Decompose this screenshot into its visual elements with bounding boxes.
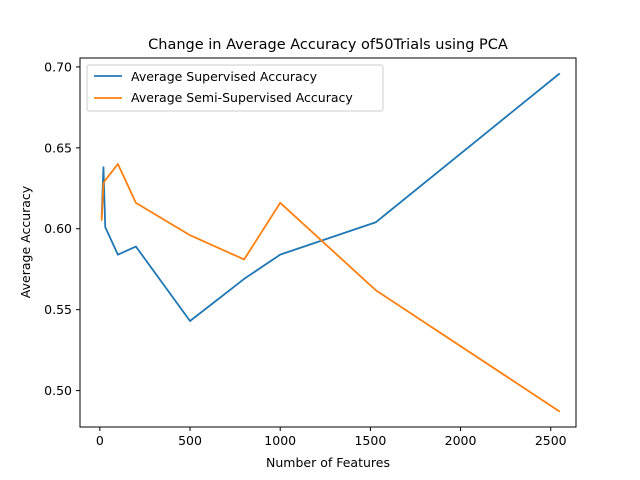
chart-title: Change in Average Accuracy of50Trials us… — [148, 37, 508, 53]
series-line-semi-supervised — [100, 163, 561, 413]
x-tick-label: 2000 — [445, 433, 477, 448]
legend-box — [86, 64, 384, 112]
y-tick-label: 0.55 — [44, 302, 72, 317]
legend-label-supervised: Average Supervised Accuracy — [131, 69, 318, 84]
legend-label-semi-supervised: Average Semi-Supervised Accuracy — [131, 90, 353, 105]
x-tick-label: 1000 — [264, 433, 296, 448]
x-tick-label: 500 — [178, 433, 202, 448]
legend: Average Supervised Accuracy Average Semi… — [86, 64, 384, 112]
x-tick-label: 2500 — [535, 433, 567, 448]
y-tick-label: 0.60 — [44, 221, 72, 236]
x-tick-label: 1500 — [354, 433, 386, 448]
y-axis-label: Average Accuracy — [18, 185, 33, 298]
ticks-layer: 0 500 1000 1500 2000 2500 0.50 0.55 0.60 0.65 0.70 — [44, 59, 567, 448]
series-line-supervised — [100, 72, 561, 322]
y-tick-label: 0.65 — [44, 140, 72, 155]
x-axis-label: Number of Features — [266, 455, 390, 470]
y-tick-label: 0.50 — [44, 383, 72, 398]
plot-frame — [79, 57, 577, 428]
y-tick-label: 0.70 — [44, 59, 72, 74]
series-layer — [100, 72, 561, 413]
x-tick-label: 0 — [96, 433, 104, 448]
